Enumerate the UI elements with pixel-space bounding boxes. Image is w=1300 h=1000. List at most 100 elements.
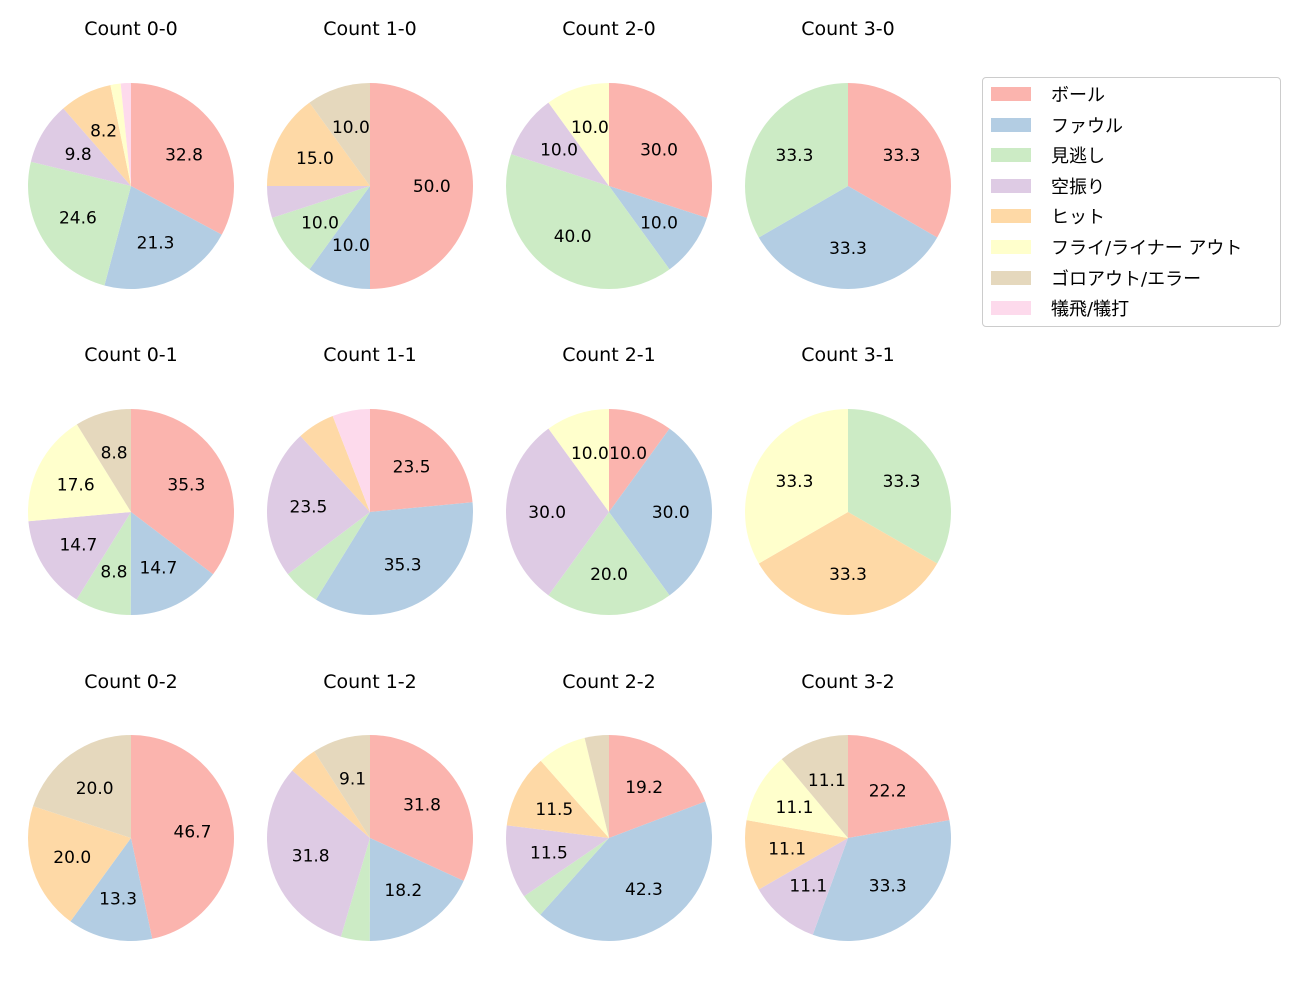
slice-label: 14.7 [139,558,177,578]
pie-slice [76,409,131,512]
pie-slice [758,186,938,289]
pie-slice [272,186,370,270]
pie-slice [370,409,473,512]
slice-label: 20.0 [76,779,114,799]
slice-label: 17.6 [57,475,95,495]
legend-label: 犠飛/犠打 [1051,299,1130,321]
legend-item: 犠飛/犠打 [991,296,1129,320]
slice-label: 11.1 [808,771,846,791]
pie-slice [292,751,370,838]
pie-title: Count 1-0 [323,18,417,40]
pie-slice [609,186,707,270]
pie-slice [104,186,222,289]
legend-swatch [991,178,1031,193]
legend-label: ヒット [1051,207,1105,229]
legend: ボールファウル見逃し空振りヒットフライ/ライナー アウト ゴロアウト/エラー 犠飛/… [982,77,1281,327]
pie-title: Count 2-0 [562,18,656,40]
pie-slice [848,83,952,238]
pie-slice [745,820,848,890]
slice-label: 9.8 [65,145,92,165]
pie-slice [370,83,473,289]
pie-slice [120,83,131,186]
pie-slice [609,83,712,218]
pie-slice [812,820,951,941]
slice-label: 20.0 [53,848,91,868]
slice-label: 8.8 [101,444,128,464]
pie-slice [744,83,848,238]
slice-label: 11.1 [789,876,827,896]
pie-slice [110,83,131,186]
pie-title: Count 2-1 [562,344,656,366]
pie-slice [28,512,131,600]
slice-label: 35.3 [167,476,205,496]
pie-slice [758,838,848,935]
legend-swatch [991,209,1031,224]
slice-label: 11.1 [776,798,814,818]
legend-item: フライ/ライナー アウト [991,235,1242,259]
pie-slice [309,83,370,186]
slice-label: 9.1 [339,770,366,790]
pie-slice [548,512,670,615]
legend-swatch [991,270,1031,285]
slice-label: 31.8 [403,796,441,816]
slice-label: 11.5 [535,800,573,820]
slice-label: 46.7 [174,823,212,843]
slice-label: 15.0 [296,149,334,169]
pie-slice [548,83,609,186]
pie-slice [131,409,235,575]
legend-label: ファウル [1051,115,1123,137]
legend-label: ゴロアウト/エラー [1051,268,1202,290]
legend-item: ファウル [991,113,1123,137]
pie-slice [370,735,473,881]
slice-label: 33.3 [829,565,867,585]
pie-slice [506,760,609,838]
slice-label: 40.0 [554,227,592,247]
legend-swatch [991,301,1031,316]
slice-label: 10.0 [571,444,609,464]
legend-item: 見逃し [991,143,1105,167]
pie-slice [315,502,473,615]
slice-label: 30.0 [528,503,566,523]
slice-label: 50.0 [413,177,451,197]
legend-swatch [991,117,1031,132]
pie-slice [27,806,131,922]
legend-label: フライ/ライナー アウト [1051,238,1243,259]
slice-label: 32.8 [165,145,203,165]
slice-label: 20.0 [590,565,628,585]
legend-label: 見逃し [1051,146,1105,168]
pie-title: Count 3-1 [801,344,895,366]
pie-title: Count 1-1 [323,344,417,366]
pie-slice [781,735,848,838]
slice-label: 33.3 [883,472,921,492]
pie-slice [511,102,609,186]
pie-slice [746,759,848,838]
pie-slice [540,801,713,942]
pie-title: Count 0-2 [84,671,178,693]
slice-label: 35.3 [384,555,422,575]
pie-slice [76,512,131,615]
slice-label: 18.2 [384,881,422,901]
pie-title: Count 1-2 [323,671,417,693]
pie-slice [27,161,131,286]
pie-slice [609,409,670,512]
pie-slice [267,102,370,186]
pie-slice [267,770,370,937]
slice-label: 19.2 [625,778,663,798]
slice-label: 30.0 [640,141,678,161]
legend-swatch [991,240,1031,254]
pie-slice [506,154,670,289]
legend-item: 空振り [991,174,1105,198]
pie-title: Count 3-0 [801,18,895,40]
pie-slice [848,409,952,564]
legend-label: ボール [1051,85,1105,106]
pie-slice [70,838,153,941]
pie-title: Count 0-1 [84,344,178,366]
slice-label: 33.3 [829,239,867,259]
slice-label: 33.3 [869,876,907,896]
pie-slice [33,735,131,838]
pie-slice [314,735,370,838]
pie-slice [30,108,131,186]
pie-title: Count 3-2 [801,671,895,693]
pie-slice [63,85,132,186]
slice-label: 10.0 [332,236,370,256]
